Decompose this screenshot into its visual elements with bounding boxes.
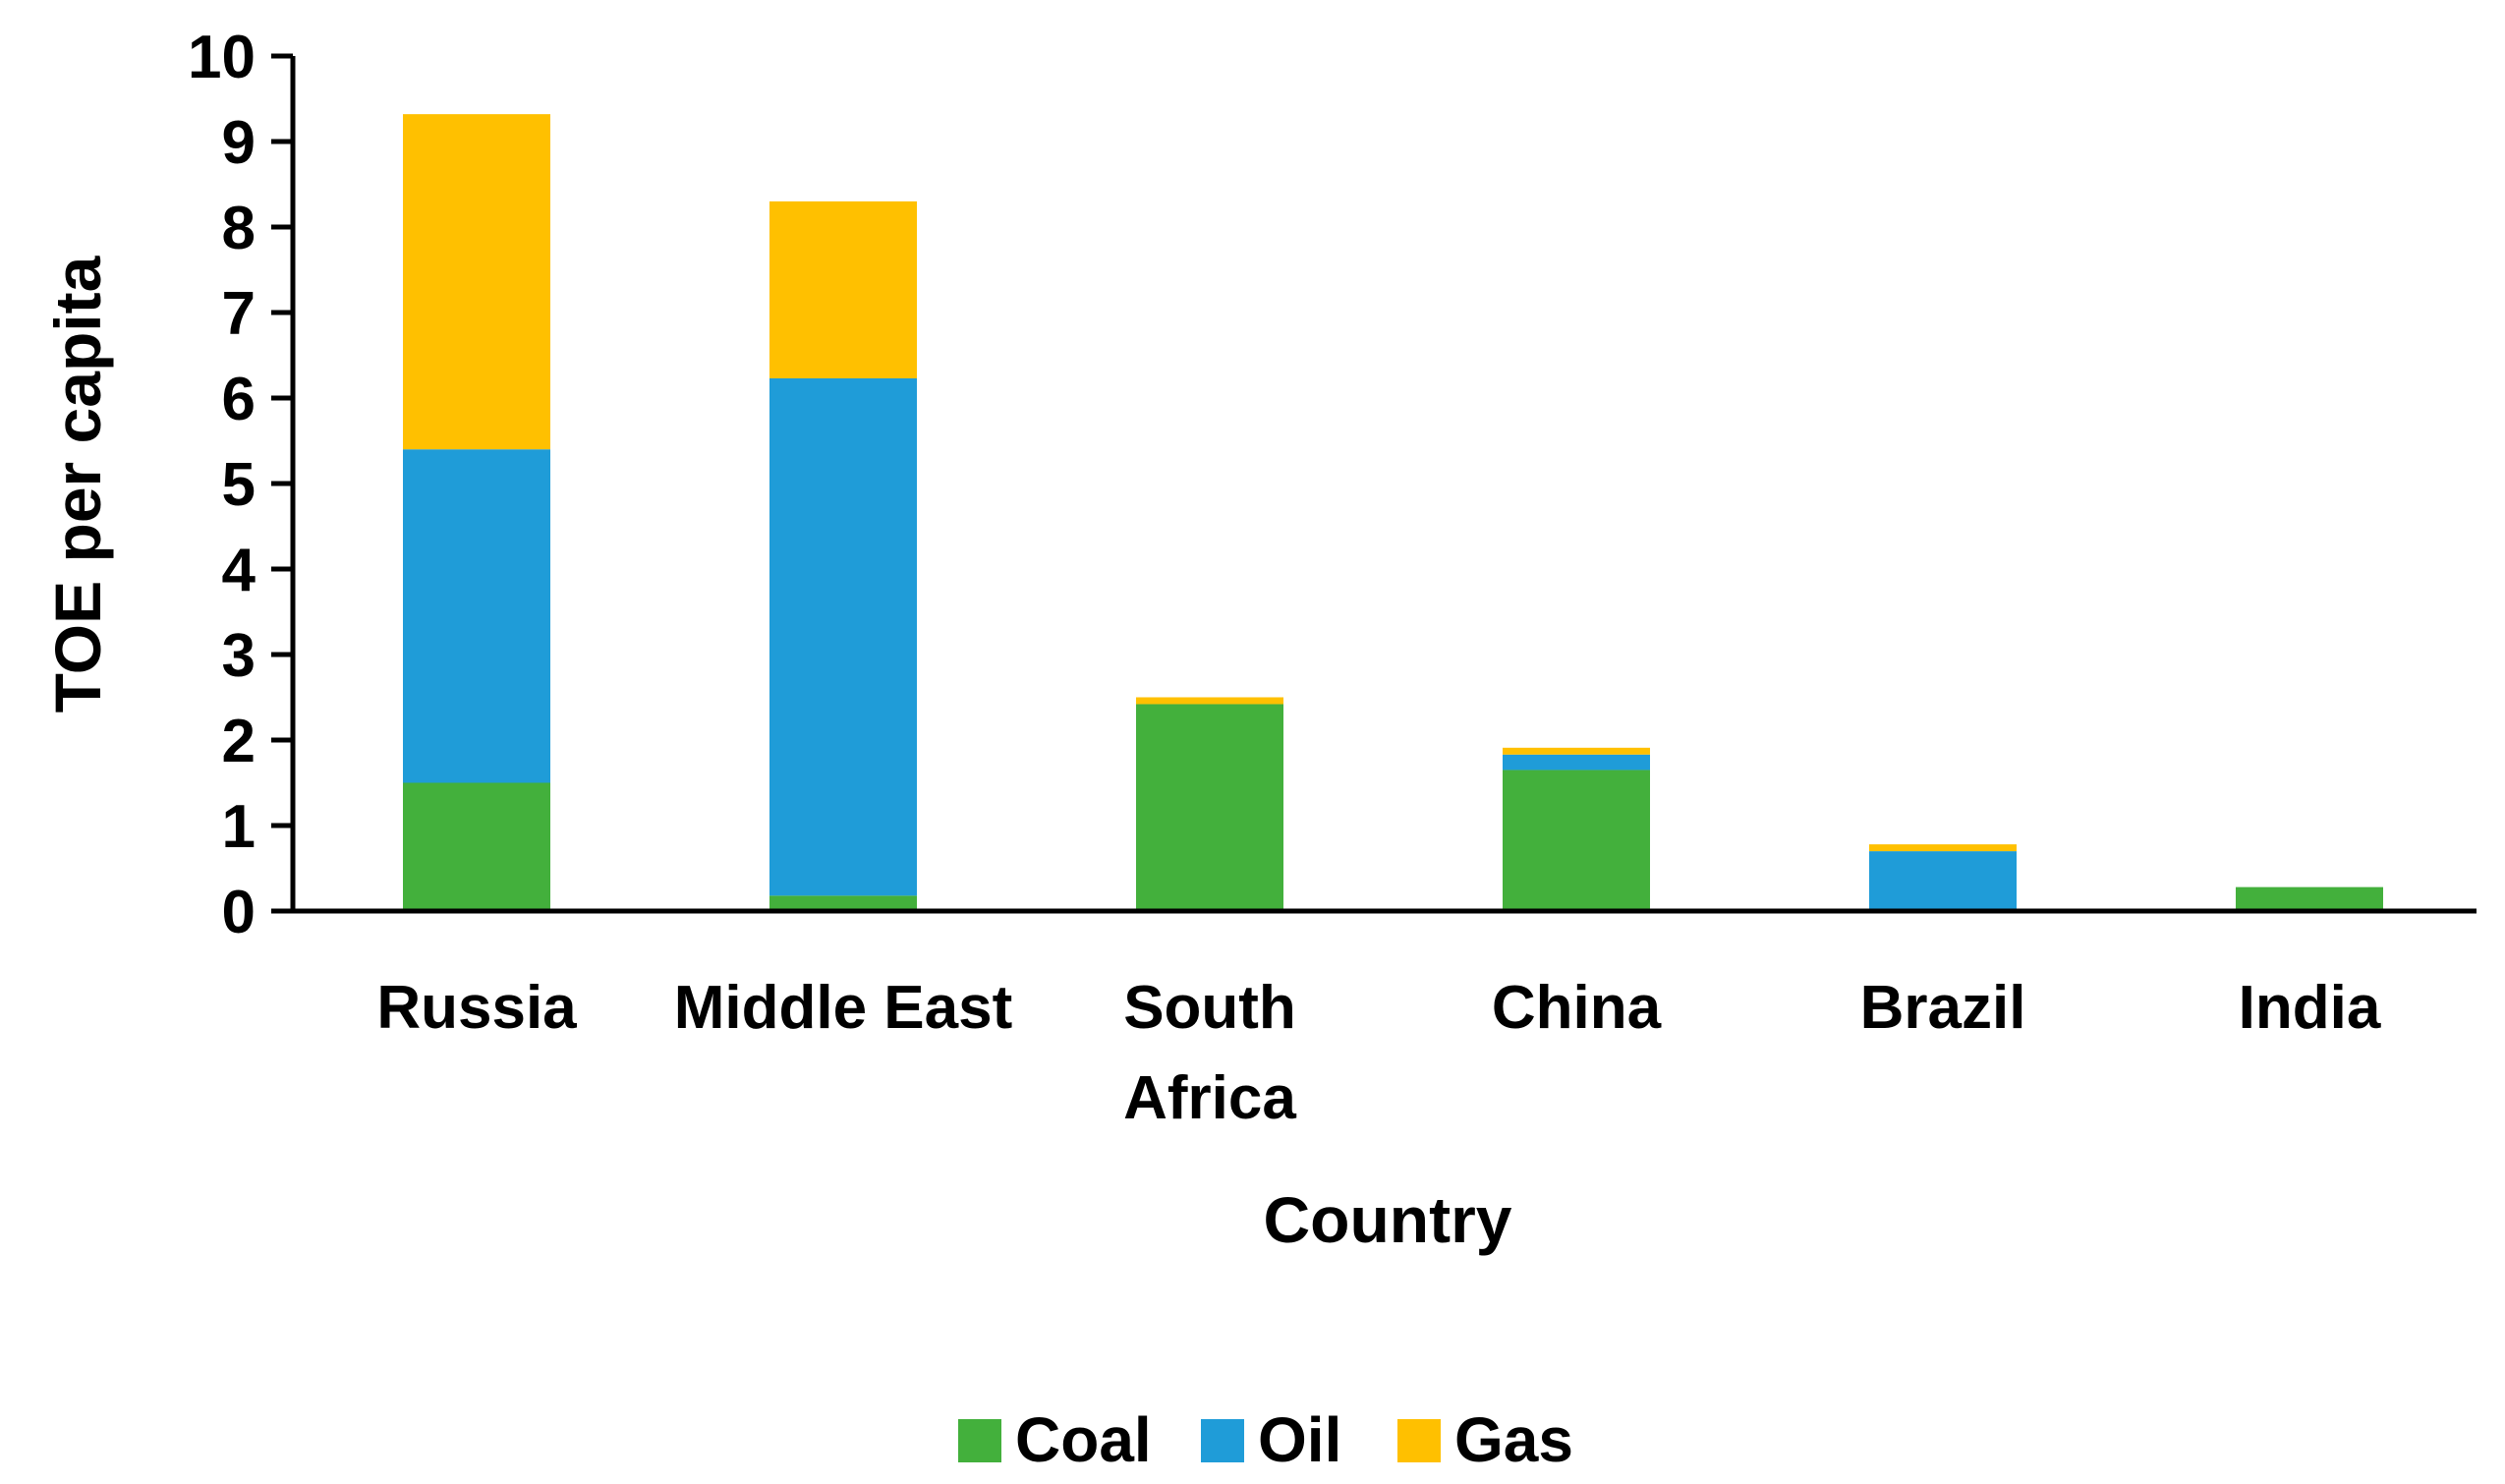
y-tick-label: 10 xyxy=(188,24,256,91)
axes-group xyxy=(271,56,2477,914)
bar-segment-gas xyxy=(403,114,550,450)
x-axis-title: Country xyxy=(1264,1183,1512,1256)
bar-segment-oil xyxy=(403,449,550,783)
y-tick-label: 6 xyxy=(222,366,256,433)
x-labels-group: Russia Middle East South Africa China Brazil I… xyxy=(376,974,2381,1132)
x-tick-label: China xyxy=(1492,974,1662,1042)
bar-segment-coal xyxy=(769,895,917,911)
bar-segment-coal xyxy=(1503,770,1650,911)
bar-segment-gas xyxy=(1503,747,1650,755)
legend-label-oil: Oil xyxy=(1258,1404,1341,1475)
bar-segment-gas xyxy=(1869,844,2017,852)
legend-swatch-coal xyxy=(958,1419,1001,1462)
x-tick-label: Russia xyxy=(376,974,577,1042)
y-tick-label: 5 xyxy=(222,451,256,519)
y-tick-label: 3 xyxy=(222,622,256,690)
y-tick-label: 7 xyxy=(222,280,256,348)
y-tick-label: 8 xyxy=(222,195,256,262)
legend-swatch-oil xyxy=(1201,1419,1244,1462)
bar-segment-coal xyxy=(2236,886,2383,911)
x-tick-label: South Africa xyxy=(1123,974,1296,1132)
y-tick-label: 2 xyxy=(222,708,256,775)
y-axis-title: TOE per capita xyxy=(41,255,114,713)
bar-segment-oil xyxy=(1503,754,1650,771)
y-tick-label: 9 xyxy=(222,109,256,177)
x-tick-label: Middle East xyxy=(674,974,1013,1042)
x-tick-label: India xyxy=(2239,974,2381,1042)
legend-swatch-gas xyxy=(1397,1419,1441,1462)
y-tick-label: 0 xyxy=(222,879,256,946)
bar-segment-coal xyxy=(403,782,550,911)
bar-segment-gas xyxy=(769,200,917,378)
y-tick-label: 4 xyxy=(222,537,256,604)
bar-segment-oil xyxy=(769,377,917,896)
y-ticks-group: 0 1 2 3 4 5 6 7 8 9 10 xyxy=(188,24,293,946)
bar-segment-gas xyxy=(1136,697,1283,705)
legend: Coal Oil Gas xyxy=(958,1404,1573,1475)
x-tick-label: Brazil xyxy=(1860,974,2026,1042)
legend-label-coal: Coal xyxy=(1015,1404,1152,1475)
legend-label-gas: Gas xyxy=(1454,1404,1573,1475)
y-tick-label: 1 xyxy=(222,793,256,861)
bars-group xyxy=(403,114,2383,911)
bar-segment-coal xyxy=(1136,704,1283,911)
bar-segment-oil xyxy=(1869,851,2017,911)
